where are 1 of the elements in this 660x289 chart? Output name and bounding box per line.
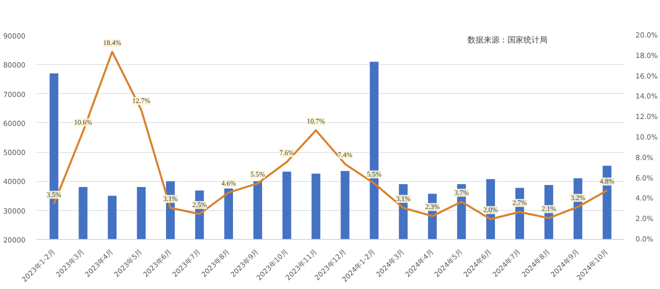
annotation: 数据来源：国家统计局 — [467, 36, 548, 44]
